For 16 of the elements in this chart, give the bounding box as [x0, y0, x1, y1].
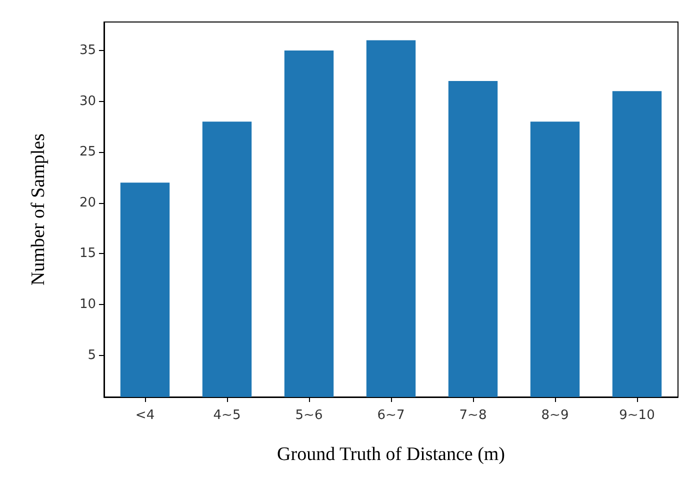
x-tick-label: 4~5: [213, 408, 241, 423]
y-tick-label: 10: [79, 297, 96, 312]
y-tick-label: 35: [79, 42, 96, 58]
y-tick-label: 5: [88, 348, 96, 363]
x-tick-label: 9~10: [619, 408, 655, 423]
y-tick-label: 20: [79, 195, 96, 210]
x-axis-title: Ground Truth of Distance (m): [277, 444, 505, 465]
x-tick-label: 6~7: [377, 408, 405, 423]
y-axis-title: Number of Samples: [28, 134, 49, 286]
y-tick-label: 25: [79, 144, 96, 160]
x-tick-label: 8~9: [541, 408, 569, 423]
x-tick-label: 5~6: [295, 408, 323, 423]
y-tick-label: 30: [79, 94, 96, 109]
x-tick-label: 7~8: [459, 408, 487, 423]
y-tick-label: 15: [79, 246, 96, 262]
x-tick-label: <4: [135, 408, 155, 423]
